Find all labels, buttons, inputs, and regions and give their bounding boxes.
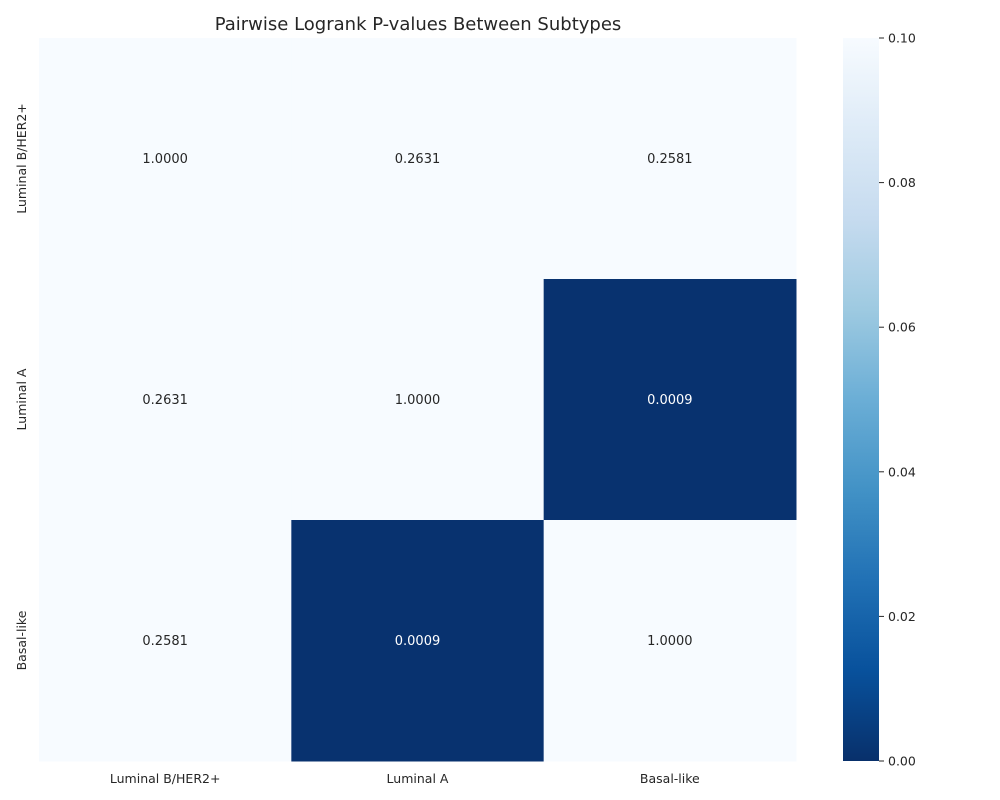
chart-title: Pairwise Logrank P-values Between Subtyp… — [215, 14, 622, 35]
y-tick-label: Basal-like — [14, 610, 29, 670]
heatmap-cell — [39, 38, 292, 280]
colorbar-tick-label: 0.10 — [888, 31, 916, 46]
cell-value-label: 0.0009 — [647, 393, 693, 408]
x-tick-label: Luminal A — [387, 771, 449, 786]
cell-value-label: 1.0000 — [647, 634, 693, 649]
cell-value-label: 0.2581 — [647, 152, 693, 167]
heatmap-cell — [291, 38, 545, 280]
x-tick-label: Luminal B/HER2+ — [110, 771, 221, 786]
colorbar-tick-label: 0.06 — [888, 320, 916, 335]
x-tick-label: Basal-like — [640, 771, 700, 786]
y-axis-tick-labels: Luminal B/HER2+ Luminal A Basal-like — [14, 103, 29, 670]
x-axis-tick-labels: Luminal B/HER2+ Luminal A Basal-like — [110, 771, 700, 786]
heatmap-cell-labels: 1.0000 0.2631 0.2581 0.2631 1.0000 0.0009 0.25… — [142, 152, 692, 649]
colorbar-tick-label: 0.02 — [888, 609, 916, 624]
colorbar-tick-label: 0.08 — [888, 175, 916, 190]
cell-value-label: 1.0000 — [395, 393, 441, 408]
colorbar: 0.00 0.02 0.04 0.06 0.08 0.10 — [843, 31, 916, 769]
cell-value-label: 0.0009 — [395, 634, 441, 649]
y-tick-label: Luminal A — [14, 368, 29, 430]
heatmap-cell — [39, 520, 292, 762]
heatmap-cell — [291, 279, 545, 521]
colorbar-gradient — [843, 38, 879, 761]
heatmap-cell — [291, 520, 545, 762]
heatmap-cells — [39, 38, 797, 762]
colorbar-tick-label: 0.00 — [888, 754, 916, 769]
cell-value-label: 0.2631 — [142, 393, 188, 408]
colorbar-tick-label: 0.04 — [888, 464, 916, 479]
heatmap-cell — [543, 38, 797, 280]
y-tick-label: Luminal B/HER2+ — [14, 103, 29, 214]
cell-value-label: 0.2581 — [142, 634, 188, 649]
cell-value-label: 0.2631 — [395, 152, 441, 167]
heatmap-cell — [543, 279, 797, 521]
heatmap-cell — [39, 279, 292, 521]
cell-value-label: 1.0000 — [142, 152, 188, 167]
heatmap-cell — [543, 520, 797, 762]
